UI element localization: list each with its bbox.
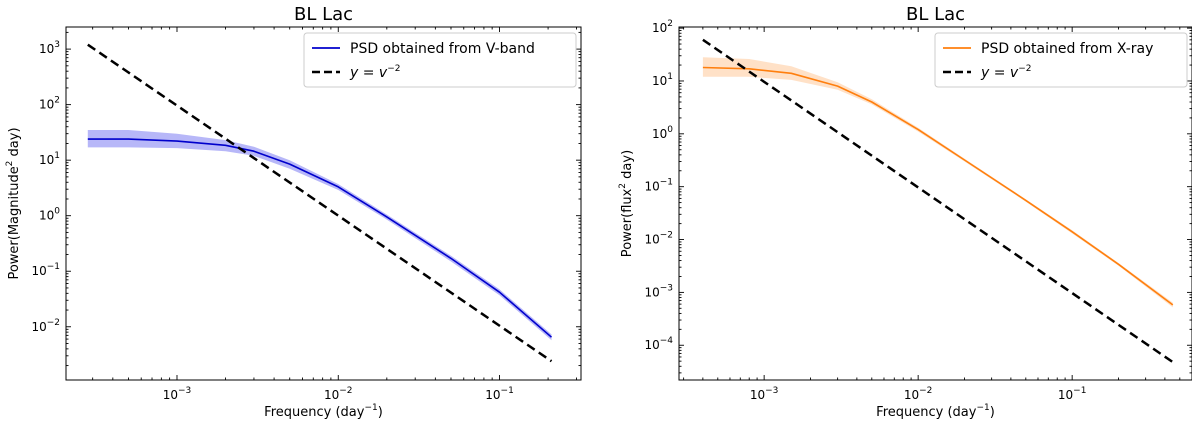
y-tick-label: 10−4 <box>644 336 673 352</box>
y-tick-label: 100 <box>39 207 60 223</box>
y-tick-label: 102 <box>652 19 673 35</box>
y-tick-label: 10−2 <box>31 318 60 334</box>
y-tick-label: 101 <box>652 72 673 88</box>
legend-entry: y = v−2 <box>349 64 400 81</box>
y-tick-label: 103 <box>39 40 60 56</box>
x-axis-label: Frequency (day−1) <box>876 403 995 420</box>
series-band-1 <box>87 130 552 341</box>
x-axis-label: Frequency (day−1) <box>264 403 383 420</box>
x-tick-label: 10−3 <box>163 386 192 402</box>
y-tick-label: 10−1 <box>31 262 60 278</box>
legend-entry: PSD obtained from X-ray <box>981 41 1153 57</box>
reference-line <box>87 43 553 363</box>
y-tick-label: 102 <box>39 96 60 112</box>
y-tick-label: 10−2 <box>644 231 673 247</box>
x-tick-label: 10−1 <box>485 386 514 402</box>
x-tick-label: 10−3 <box>750 386 779 402</box>
y-tick-label: 101 <box>39 151 60 167</box>
y-axis-label: Power(flux2 day) <box>618 150 635 257</box>
chart-title: BL Lac <box>294 4 353 25</box>
series-line <box>702 66 1174 306</box>
series-band-1 <box>702 57 1173 308</box>
x-tick-label: 10−1 <box>1058 386 1087 402</box>
legend-entry: y = v−2 <box>980 64 1031 81</box>
x-tick-label: 10−2 <box>324 386 353 402</box>
y-tick-label: 100 <box>652 125 673 141</box>
chart-panel-2: 10−3 10−2 10−1 10−4 10−3 10−2 10−1 100 101 102 BL … <box>618 4 1192 420</box>
legend: PSD obtained from V-band y = v−2 <box>303 32 577 88</box>
y-axis-label: Power(Magnitude2 day) <box>5 127 22 279</box>
y-tick-label: 10−3 <box>644 283 673 299</box>
legend: PSD obtained from X-ray y = v−2 <box>934 32 1188 88</box>
reference-line <box>702 38 1174 364</box>
series-line <box>87 138 553 338</box>
x-tick-label: 10−2 <box>904 386 933 402</box>
chart-panel-1: 10−3 10−2 10−1 10−2 10−1 100 101 102 103 BL Lac Fr… <box>5 4 582 420</box>
y-tick-label: 10−1 <box>644 178 673 194</box>
legend-entry: PSD obtained from V-band <box>350 41 535 57</box>
axes-frame <box>678 26 1192 381</box>
axes-frame <box>65 26 582 381</box>
chart-title: BL Lac <box>906 4 965 25</box>
